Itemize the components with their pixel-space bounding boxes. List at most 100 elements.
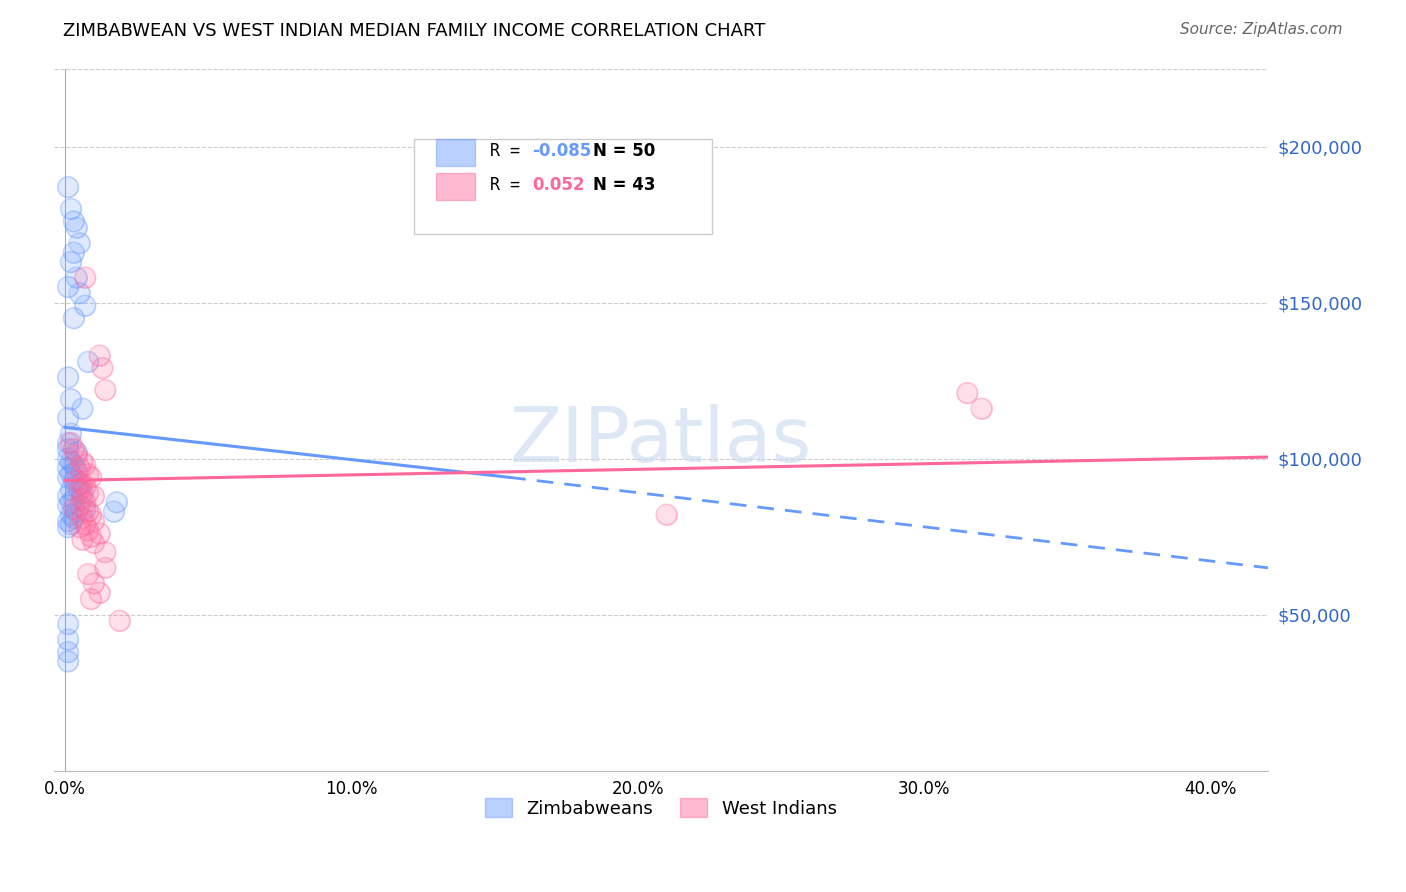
Point xyxy=(56,180,79,194)
Point xyxy=(69,499,91,513)
Point xyxy=(80,508,103,522)
Point xyxy=(103,505,125,519)
Point xyxy=(59,436,82,450)
Point xyxy=(56,451,79,466)
Text: R =: R = xyxy=(489,143,530,161)
Point xyxy=(77,355,100,369)
Point xyxy=(72,455,94,469)
Point xyxy=(80,470,103,484)
Point xyxy=(77,486,100,500)
Point xyxy=(56,514,79,528)
Point xyxy=(59,467,82,482)
Point xyxy=(77,567,100,582)
Point xyxy=(75,458,97,472)
Point xyxy=(63,501,86,516)
Point xyxy=(56,514,79,528)
Point xyxy=(72,492,94,507)
Point xyxy=(59,508,82,522)
Point xyxy=(69,461,91,475)
Point xyxy=(63,474,86,488)
Point xyxy=(72,533,94,547)
Point xyxy=(56,436,79,450)
Point xyxy=(56,645,79,659)
Point xyxy=(77,524,100,538)
Point xyxy=(77,505,100,519)
Point xyxy=(75,495,97,509)
Point xyxy=(72,401,94,416)
Point xyxy=(75,458,97,472)
Point xyxy=(63,442,86,457)
Point xyxy=(59,467,82,482)
Point xyxy=(66,505,89,519)
Point xyxy=(105,495,128,509)
Point xyxy=(655,508,678,522)
Point xyxy=(108,614,131,628)
Point xyxy=(83,489,105,503)
Point xyxy=(63,492,86,507)
Point xyxy=(66,480,89,494)
Text: ZIMBABWEAN VS WEST INDIAN MEDIAN FAMILY INCOME CORRELATION CHART: ZIMBABWEAN VS WEST INDIAN MEDIAN FAMILY … xyxy=(63,22,766,40)
Point xyxy=(72,401,94,416)
Point xyxy=(66,505,89,519)
Point xyxy=(56,499,79,513)
Point xyxy=(59,483,82,497)
Point xyxy=(63,214,86,228)
Point xyxy=(69,476,91,491)
Point xyxy=(94,383,117,397)
Point xyxy=(94,561,117,575)
Point xyxy=(77,524,100,538)
Point xyxy=(56,470,79,484)
Point xyxy=(66,270,89,285)
Point xyxy=(89,526,111,541)
Point xyxy=(56,645,79,659)
Point xyxy=(94,545,117,559)
Point xyxy=(56,411,79,425)
Point xyxy=(91,361,114,376)
Point xyxy=(66,445,89,459)
Point xyxy=(59,202,82,216)
Point xyxy=(655,508,678,522)
Point xyxy=(56,617,79,632)
Point xyxy=(56,370,79,384)
Point xyxy=(56,461,79,475)
Point xyxy=(105,495,128,509)
Point xyxy=(80,530,103,544)
Point xyxy=(59,517,82,532)
Point xyxy=(66,480,89,494)
Point xyxy=(69,499,91,513)
Point xyxy=(59,392,82,407)
Point xyxy=(63,245,86,260)
Point xyxy=(56,280,79,294)
Text: N = 43: N = 43 xyxy=(593,176,655,194)
Point xyxy=(56,489,79,503)
Point xyxy=(956,386,979,401)
Point xyxy=(94,383,117,397)
Point xyxy=(56,617,79,632)
Point xyxy=(94,545,117,559)
Point xyxy=(59,426,82,441)
Point xyxy=(56,461,79,475)
Point xyxy=(66,474,89,488)
Text: N = 50: N = 50 xyxy=(593,143,655,161)
Point xyxy=(75,495,97,509)
Point xyxy=(75,480,97,494)
Point xyxy=(56,632,79,647)
Point xyxy=(75,501,97,516)
Legend: Zimbabweans, West Indians: Zimbabweans, West Indians xyxy=(478,791,844,825)
Point xyxy=(75,299,97,313)
Point xyxy=(56,411,79,425)
Point xyxy=(56,436,79,450)
Point xyxy=(56,180,79,194)
Point xyxy=(970,401,993,416)
Point xyxy=(59,495,82,509)
Point xyxy=(72,492,94,507)
Point xyxy=(63,492,86,507)
Point xyxy=(89,586,111,600)
Point xyxy=(56,470,79,484)
Point xyxy=(75,270,97,285)
Point xyxy=(80,592,103,607)
Point xyxy=(69,520,91,534)
Point xyxy=(56,489,79,503)
Text: R =: R = xyxy=(489,176,540,194)
Point xyxy=(63,245,86,260)
